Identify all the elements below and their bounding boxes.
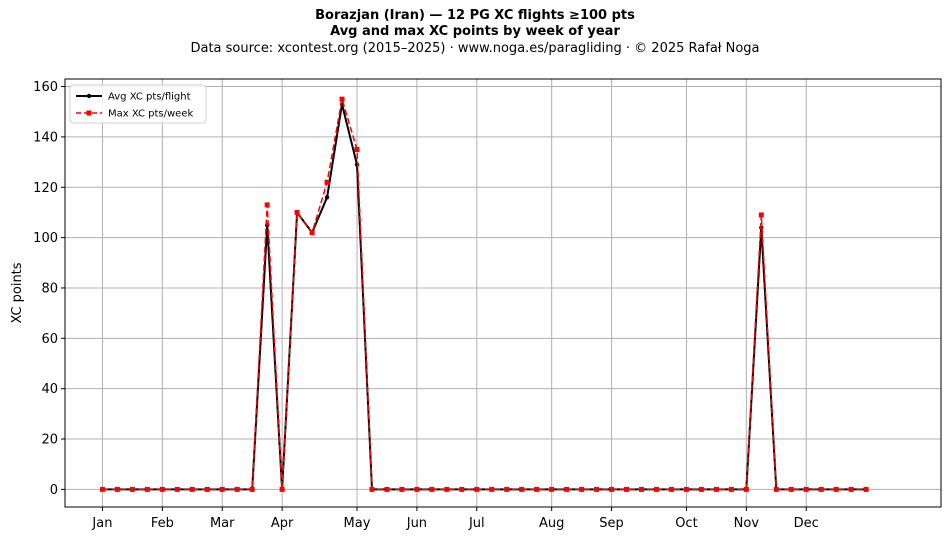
y-axis-label: XC points: [10, 262, 25, 323]
max-point: [474, 486, 480, 492]
legend: Avg XC pts/flight Max XC pts/week: [69, 84, 207, 124]
x-tick-label: Jan: [91, 516, 112, 531]
max-point: [114, 486, 120, 492]
max-point: [309, 230, 315, 236]
x-tick-label: Mar: [210, 516, 235, 531]
x-tick-label: Aug: [539, 516, 564, 531]
series-line-avg: [102, 103, 867, 491]
max-point: [579, 486, 585, 492]
max-point: [534, 486, 540, 492]
max-point: [234, 486, 240, 492]
max-point: [159, 486, 165, 492]
grid-lines: [65, 79, 941, 507]
chart-subtitle: Avg and max XC points by week of year: [330, 24, 620, 39]
max-point: [698, 486, 704, 492]
max-point: [773, 486, 779, 492]
max-point: [848, 486, 854, 492]
max-point: [624, 486, 630, 492]
max-point: [204, 486, 210, 492]
tick-layer: 0 20 40 60 80 100 120 140 160 Jan Feb Mar Apr May Jun J…: [33, 80, 819, 531]
x-tick-label: Feb: [151, 516, 174, 531]
max-point: [144, 486, 150, 492]
legend-label: Avg XC pts/flight: [108, 92, 191, 103]
y-tick-label: 60: [41, 332, 58, 347]
max-point: [489, 486, 495, 492]
max-point: [189, 486, 195, 492]
max-point: [683, 486, 689, 492]
y-tick-label: 40: [41, 382, 58, 397]
chart-title: Borazjan (Iran) — 12 PG XC flights ≥100 …: [315, 8, 635, 23]
max-point: [129, 486, 135, 492]
series-layer: [99, 96, 869, 492]
max-point: [414, 486, 420, 492]
x-tick-label: Nov: [734, 516, 760, 531]
max-point: [863, 486, 869, 492]
y-tick-label: 160: [33, 80, 58, 95]
x-tick-label: Jul: [468, 516, 485, 531]
max-point: [219, 486, 225, 492]
x-tick-label: May: [344, 516, 371, 531]
x-tick-label: Oct: [675, 516, 697, 531]
max-point: [549, 486, 555, 492]
title-block: Borazjan (Iran) — 12 PG XC flights ≥100 …: [0, 8, 950, 57]
series-line-max: [102, 98, 867, 491]
max-point: [339, 96, 345, 102]
x-tick-label: Dec: [794, 516, 819, 531]
max-point: [99, 486, 105, 492]
max-point: [668, 486, 674, 492]
max-point: [459, 486, 465, 492]
max-point: [294, 209, 300, 215]
max-point: [279, 486, 285, 492]
max-point: [384, 486, 390, 492]
max-point: [728, 486, 734, 492]
max-point: [264, 202, 270, 208]
x-tick-label: Apr: [271, 516, 294, 531]
max-point: [519, 486, 525, 492]
y-tick-label: 0: [50, 483, 58, 498]
max-point: [743, 486, 749, 492]
legend-box: [69, 84, 207, 124]
max-point: [429, 486, 435, 492]
x-tick-label: Sep: [599, 516, 624, 531]
max-point: [354, 146, 360, 152]
max-point: [399, 486, 405, 492]
max-point: [594, 486, 600, 492]
y-tick-label: 100: [33, 231, 58, 246]
max-point: [609, 486, 615, 492]
max-point: [653, 486, 659, 492]
y-tick-label: 120: [33, 181, 58, 196]
max-point: [564, 486, 570, 492]
legend-swatch-marker: [86, 110, 92, 116]
plot-frame: [64, 78, 942, 508]
x-tick-label: Jun: [406, 516, 427, 531]
legend-swatch-marker: [86, 93, 92, 99]
max-point: [713, 486, 719, 492]
avg-point: [324, 195, 330, 200]
max-point: [818, 486, 824, 492]
max-point: [174, 486, 180, 492]
source-line: Data source: xcontest.org (2015–2025) · …: [190, 41, 760, 56]
max-point: [639, 486, 645, 492]
max-point: [369, 486, 375, 492]
y-tick-label: 80: [41, 281, 58, 296]
y-tick-label: 140: [33, 130, 58, 145]
max-point: [788, 486, 794, 492]
max-point: [324, 179, 330, 185]
y-tick-label: 20: [41, 433, 58, 448]
max-point: [249, 486, 255, 492]
max-point: [803, 486, 809, 492]
max-point: [833, 486, 839, 492]
max-point: [504, 486, 510, 492]
max-point: [758, 212, 764, 218]
legend-label: Max XC pts/week: [108, 109, 193, 120]
max-point: [444, 486, 450, 492]
